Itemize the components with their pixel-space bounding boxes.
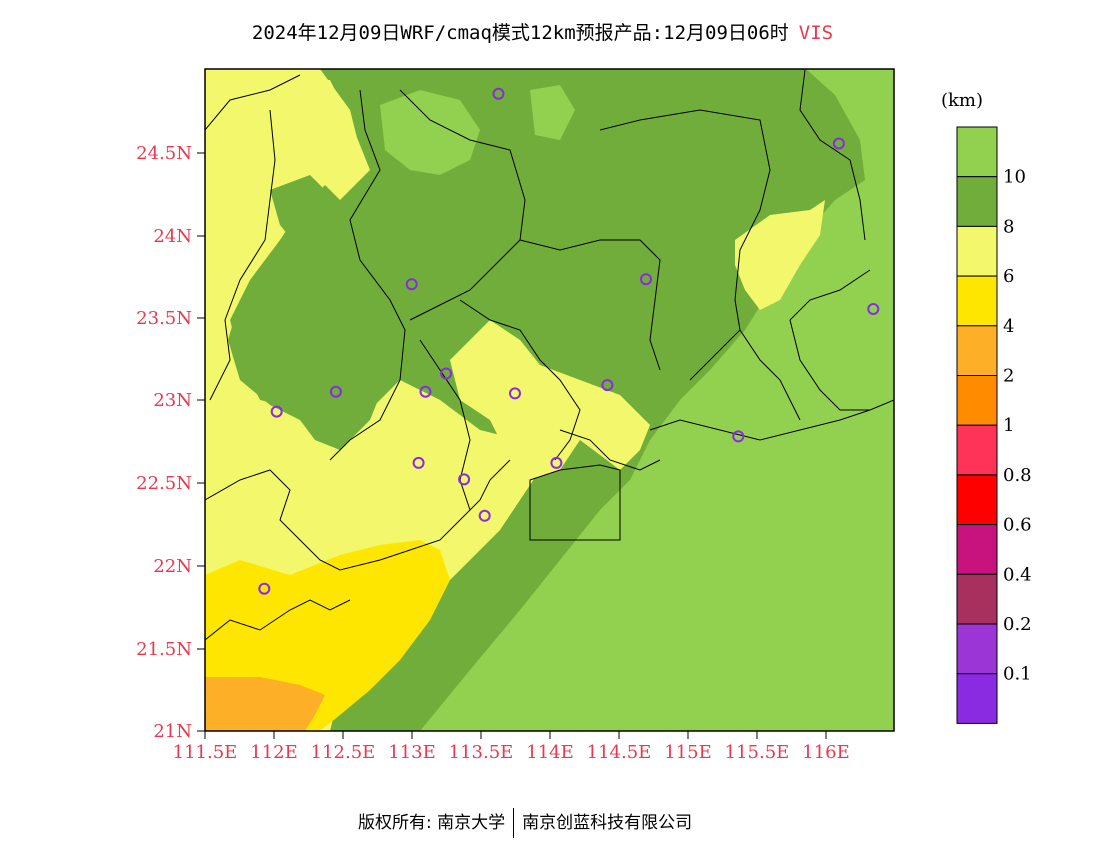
x-tick-label: 115E — [664, 742, 712, 763]
vis-region-light-green-patch — [530, 85, 575, 140]
colorbar-label: 0.2 — [1003, 614, 1032, 635]
x-tick-label: 113.5E — [449, 742, 514, 763]
colorbar: 10 8 6 4 2 1 0.8 0.6 0.4 0.2 0.1 — [956, 126, 1032, 724]
title-main: 2024年12月09日WRF/cmaq模式12km预报产品:12月09日06时 — [251, 22, 789, 44]
y-tick-label: 22N — [153, 556, 192, 577]
y-tick-label: 23N — [153, 390, 192, 411]
footer: 版权所有: 南京大学 南京创蓝科技有限公司 — [358, 808, 692, 838]
station-marker — [640, 273, 652, 286]
vis-region-pale-yellow-east — [735, 200, 825, 310]
colorbar-swatch — [956, 573, 998, 625]
colorbar-label: 0.4 — [1003, 564, 1032, 585]
x-tick-label: 114E — [526, 742, 574, 763]
footer-separator — [513, 808, 515, 838]
y-tick-label: 22.5N — [136, 473, 192, 494]
y-axis: 24.5N 24N 23.5N 23N 22.5N 22N 21.5N 21N — [136, 143, 205, 742]
colorbar-swatch — [956, 524, 998, 575]
colorbar-label: 0.6 — [1003, 515, 1032, 536]
x-tick-label: 112E — [250, 742, 298, 763]
station-marker — [458, 473, 471, 486]
colorbar-swatch — [956, 375, 998, 426]
station-marker — [732, 430, 745, 443]
vis-region-orange — [205, 677, 325, 731]
y-tick-label: 24.5N — [136, 143, 192, 164]
station-markers — [258, 87, 880, 595]
colorbar-label: 8 — [1003, 216, 1014, 237]
footer-company: 南京创蓝科技有限公司 — [522, 813, 693, 833]
title-variable: VIS — [798, 22, 834, 44]
station-marker — [509, 387, 521, 400]
x-axis: 111.5E 112E 112.5E 113E 113.5E 114E 114.… — [173, 731, 850, 763]
station-marker — [601, 379, 614, 392]
colorbar-label: 0.8 — [1003, 465, 1032, 486]
y-tick-label: 21.5N — [136, 639, 192, 660]
station-marker — [440, 367, 453, 380]
colorbar-swatch — [956, 325, 998, 376]
colorbar-swatch — [956, 424, 998, 476]
colorbar-label: 4 — [1003, 316, 1014, 337]
station-marker — [492, 87, 505, 100]
colorbar-swatch — [956, 225, 998, 277]
station-marker — [258, 582, 271, 595]
colorbar-swatch — [956, 176, 998, 227]
footer-copyright: 版权所有: 南京大学 — [358, 813, 506, 833]
administrative-boundaries — [205, 69, 894, 641]
station-marker — [270, 405, 283, 418]
station-marker — [329, 385, 342, 398]
x-tick-label: 114.5E — [587, 742, 652, 763]
station-marker — [412, 456, 425, 469]
x-tick-label: 113E — [388, 742, 436, 763]
station-marker — [478, 509, 491, 522]
x-tick-label: 112.5E — [311, 742, 376, 763]
colorbar-label: 0.1 — [1003, 664, 1032, 685]
station-marker — [550, 456, 563, 469]
vis-region-dark-green-west — [228, 175, 395, 450]
station-marker — [867, 303, 880, 315]
x-tick-label: 115.5E — [725, 742, 790, 763]
x-tick-label: 111.5E — [173, 742, 238, 763]
chart-title: 2024年12月09日WRF/cmaq模式12km预报产品:12月09日06时 V… — [0, 18, 1085, 45]
colorbar-label: 10 — [1003, 167, 1026, 188]
colorbar-swatch — [956, 275, 998, 327]
map-area — [205, 69, 894, 731]
colorbar-label: 1 — [1003, 415, 1014, 436]
colorbar-swatch — [956, 474, 998, 526]
colorbar-label: 2 — [1003, 366, 1014, 387]
colorbar-swatch — [956, 673, 998, 724]
colorbar-swatch — [956, 126, 998, 178]
y-tick-label: 24N — [153, 226, 192, 247]
station-marker — [832, 137, 845, 150]
station-marker — [419, 385, 432, 398]
vis-region-pale-yellow-north — [280, 80, 370, 200]
colorbar-swatch — [956, 623, 998, 675]
colorbar-unit: (km) — [941, 90, 984, 111]
colorbar-label: 6 — [1003, 266, 1014, 287]
vis-region-light-green-north — [380, 90, 480, 175]
x-tick-label: 116E — [802, 742, 850, 763]
y-tick-label: 23.5N — [136, 308, 192, 329]
vis-region-pale-yellow-west — [205, 69, 540, 731]
station-marker — [405, 278, 418, 291]
vis-region-pale-yellow-delta — [450, 320, 650, 480]
y-tick-label: 21N — [153, 721, 192, 742]
